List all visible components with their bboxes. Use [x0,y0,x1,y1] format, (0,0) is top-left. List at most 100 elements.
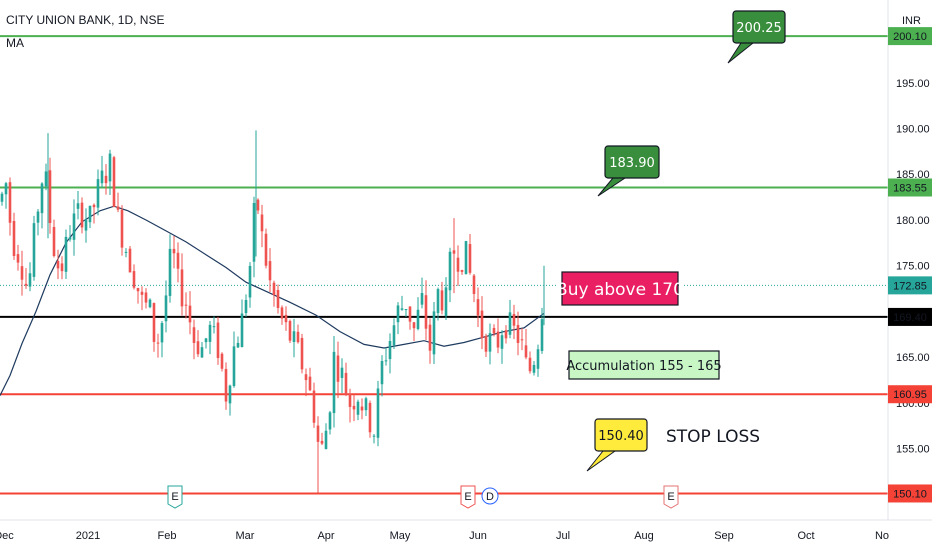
label-buy-above[interactable]: Buy above 170 [556,271,684,306]
candle-body[interactable] [196,341,200,355]
candle-body[interactable] [220,353,224,369]
candle-body[interactable] [512,314,516,326]
candle-body[interactable] [528,357,532,372]
candle-body[interactable] [156,342,160,344]
candle-body[interactable] [12,221,16,257]
candle-body[interactable] [244,300,248,314]
candle-body[interactable] [216,322,220,359]
candle-body[interactable] [36,211,40,223]
candle-body[interactable] [368,402,372,433]
candle-body[interactable] [296,331,300,343]
candle-body[interactable] [472,275,476,294]
candle-body[interactable] [180,269,184,307]
candle-body[interactable] [524,345,528,358]
candle-body[interactable] [276,289,280,309]
candle-body[interactable] [48,170,52,224]
candle-body[interactable] [388,341,392,360]
candle-body[interactable] [492,327,496,334]
candle-body[interactable] [64,236,68,272]
candle-body[interactable] [348,393,352,407]
candle-body[interactable] [28,273,32,287]
candle-body[interactable] [100,170,104,184]
candle-body[interactable] [92,204,96,208]
candle-body[interactable] [508,312,512,335]
candle-body[interactable] [40,183,44,214]
candle-body[interactable] [260,214,264,232]
candle-body[interactable] [224,368,228,402]
candle-body[interactable] [420,293,424,305]
candle-body[interactable] [184,304,188,306]
candle-body[interactable] [328,412,332,430]
annotations[interactable]: 200.25 183.90 150.40 Buy above 170 Accumulat… [556,10,786,472]
candle-body[interactable] [88,205,92,223]
candle-body[interactable] [20,266,24,280]
candle-body[interactable] [60,263,64,272]
candle-body[interactable] [268,261,272,281]
candle-body[interactable] [200,347,204,358]
candle-body[interactable] [232,346,236,387]
candle-body[interactable] [464,241,468,275]
candle-body[interactable] [124,251,128,253]
candle-body[interactable] [456,257,460,272]
candle-body[interactable] [172,248,176,254]
candle-body[interactable] [112,157,116,207]
price-axis[interactable]: 155.00160.00165.00170.00175.00180.00185.… [887,0,932,520]
candle-body[interactable] [428,324,432,351]
candle-body[interactable] [488,333,492,352]
candle-body[interactable] [440,290,444,311]
candle-body[interactable] [376,388,380,438]
candle-body[interactable] [540,319,544,351]
candles[interactable] [0,130,545,493]
candle-body[interactable] [144,292,148,303]
candle-body[interactable] [164,295,168,322]
candle-body[interactable] [76,203,80,209]
candle-body[interactable] [320,440,324,444]
candle-body[interactable] [136,287,140,292]
candle-body[interactable] [80,202,84,228]
candle-body[interactable] [468,244,472,273]
candle-body[interactable] [480,310,484,339]
candle-body[interactable] [272,282,276,296]
candle-body[interactable] [460,270,464,272]
candle-body[interactable] [68,237,72,240]
candle-body[interactable] [516,325,520,343]
earnings-marker-aug[interactable]: E [663,485,679,509]
candle-body[interactable] [356,401,360,415]
candle-body[interactable] [176,252,180,269]
candle-body[interactable] [32,223,36,277]
candle-body[interactable] [532,364,536,373]
candle-body[interactable] [280,307,284,319]
candle-body[interactable] [308,376,312,391]
candle-body[interactable] [192,327,196,343]
candle-body[interactable] [504,330,508,339]
candle-body[interactable] [312,390,316,423]
candle-body[interactable] [84,219,88,231]
candle-body[interactable] [288,320,292,341]
candle-body[interactable] [212,326,216,328]
candle-body[interactable] [168,248,172,296]
candle-body[interactable] [264,233,268,266]
ma-line[interactable] [0,205,545,396]
candle-body[interactable] [160,323,164,343]
candle-body[interactable] [52,227,56,256]
candle-body[interactable] [332,351,336,414]
candle-body[interactable] [380,360,384,385]
candle-body[interactable] [300,337,304,370]
callout-183-90[interactable]: 183.90 [597,145,660,197]
candle-body[interactable] [484,335,488,352]
candle-body[interactable] [248,265,252,298]
candle-body[interactable] [360,406,364,411]
callout-150-40[interactable]: 150.40 [586,418,648,472]
candle-body[interactable] [432,311,436,355]
candle-body[interactable] [520,339,524,341]
candle-body[interactable] [24,283,28,286]
candle-body[interactable] [412,322,416,329]
candle-body[interactable] [436,289,440,314]
candle-body[interactable] [120,209,124,248]
candle-body[interactable] [104,175,108,184]
candle-body[interactable] [400,308,404,310]
candle-body[interactable] [240,313,244,348]
candle-body[interactable] [16,254,20,263]
candle-body[interactable] [352,405,356,410]
